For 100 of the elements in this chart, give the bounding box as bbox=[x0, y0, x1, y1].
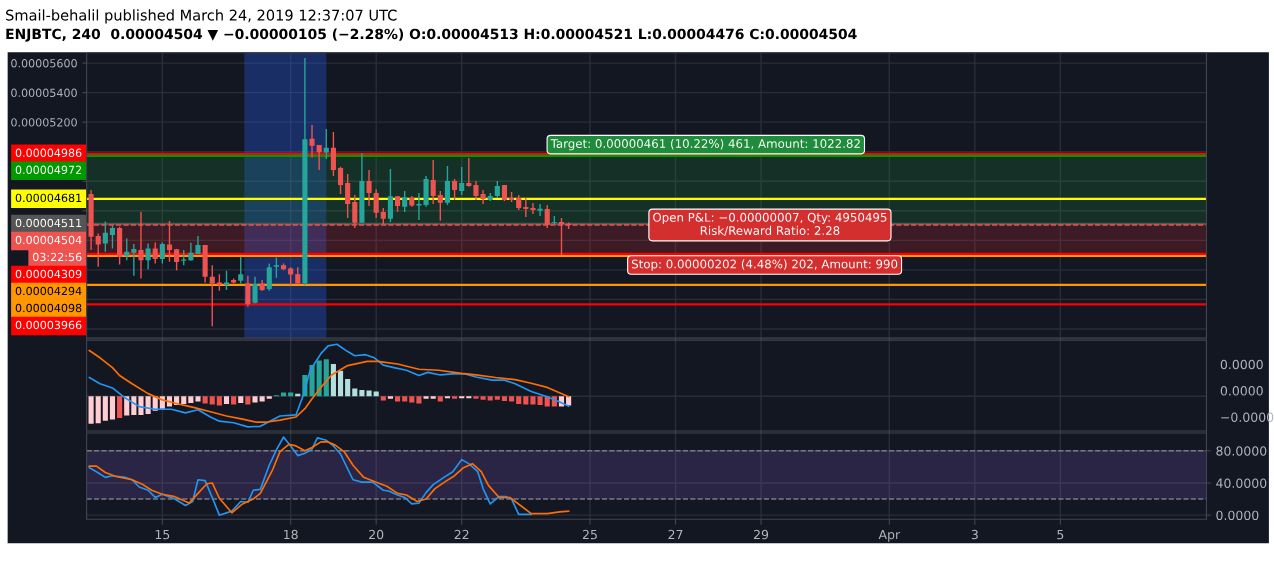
y-tick-label: 0.00005400 bbox=[11, 88, 77, 97]
ref-line-label: 0.00004098 bbox=[15, 303, 82, 313]
candlestick bbox=[437, 190, 443, 222]
candlestick bbox=[523, 197, 529, 218]
bar bbox=[466, 396, 472, 399]
bar bbox=[444, 396, 451, 399]
bar bbox=[473, 396, 479, 399]
candlestick bbox=[188, 242, 194, 262]
line-series bbox=[88, 436, 533, 517]
candlestick bbox=[459, 166, 465, 196]
candlestick bbox=[95, 232, 101, 268]
bar bbox=[245, 396, 251, 405]
candlestick bbox=[466, 157, 472, 188]
y-tick-label: 0.0000 bbox=[1216, 510, 1259, 521]
x-tick-label: 5 bbox=[1057, 530, 1064, 540]
candlestick bbox=[337, 165, 344, 195]
bar bbox=[345, 379, 351, 397]
bar bbox=[516, 396, 522, 405]
bar bbox=[380, 396, 386, 401]
candlestick bbox=[387, 168, 393, 223]
bar bbox=[216, 396, 222, 406]
bar bbox=[530, 396, 536, 405]
candlestick bbox=[266, 262, 272, 292]
chart-subtitle: ENJBTC, 240 0.00004504 ▼ −0.00000105 (−2.28%) O:0.00004513 H:0.00004521 L:0.00004476 C:0.00004504 bbox=[6, 28, 857, 42]
candlestick bbox=[444, 165, 451, 206]
candlestick bbox=[330, 131, 336, 177]
candlestick bbox=[416, 192, 422, 221]
bar bbox=[402, 396, 408, 402]
ref-line-label: 0.00004309 bbox=[15, 269, 82, 279]
bar bbox=[238, 396, 244, 403]
candlestick bbox=[252, 276, 258, 305]
bar bbox=[537, 396, 543, 406]
candlestick bbox=[145, 242, 151, 270]
annotation: Stop: 0.00000202 (4.48%) 202, Amount: 990 bbox=[631, 259, 898, 271]
candlestick bbox=[309, 124, 315, 159]
x-tick-label: 18 bbox=[284, 529, 298, 540]
candlestick bbox=[238, 256, 244, 285]
ref-line-label: 0.00004511 bbox=[15, 218, 82, 228]
candlestick bbox=[473, 180, 479, 201]
bar bbox=[209, 396, 215, 405]
ref-line-label: 0.00004294 bbox=[15, 286, 82, 296]
bar bbox=[416, 396, 422, 404]
candlestick bbox=[345, 173, 351, 219]
candlestick bbox=[373, 188, 379, 219]
bar bbox=[366, 390, 372, 397]
x-tick-label: 27 bbox=[668, 529, 683, 540]
ref-line-label: 0.00003966 bbox=[15, 320, 82, 330]
ref-line-label: 0.00004972 bbox=[15, 165, 82, 174]
y-tick-label: 80.0000 bbox=[1216, 446, 1267, 456]
candlestick bbox=[174, 248, 180, 271]
line-series bbox=[88, 441, 570, 515]
bar bbox=[523, 396, 529, 405]
y-tick-label: 0.00005200 bbox=[11, 118, 77, 127]
candlestick bbox=[102, 220, 108, 253]
candlestick bbox=[366, 169, 372, 207]
text: 03:22:56 bbox=[32, 252, 82, 262]
x-tick-label: Apr bbox=[878, 530, 901, 542]
candlestick bbox=[131, 243, 137, 277]
bar bbox=[266, 396, 272, 399]
candlestick bbox=[323, 128, 329, 160]
candlestick bbox=[159, 241, 165, 265]
candlestick bbox=[480, 189, 486, 205]
bar bbox=[352, 388, 358, 397]
bar bbox=[95, 396, 101, 424]
x-tick-label: 3 bbox=[971, 529, 978, 540]
candlestick bbox=[530, 202, 536, 215]
y-tick-label: 40.0000 bbox=[1216, 478, 1267, 488]
y-tick-label: 0.00005600 bbox=[11, 59, 77, 68]
bar bbox=[494, 396, 500, 400]
bar bbox=[88, 396, 94, 424]
bar bbox=[109, 396, 116, 420]
candlestick bbox=[245, 275, 251, 308]
bar bbox=[231, 396, 237, 405]
candlestick bbox=[273, 256, 279, 279]
bar bbox=[102, 396, 108, 421]
bar bbox=[487, 396, 493, 401]
candlestick bbox=[430, 159, 436, 205]
ref-line-label: 0.00004986 bbox=[15, 148, 82, 157]
bar bbox=[423, 396, 429, 399]
candlestick bbox=[452, 178, 458, 201]
bar bbox=[323, 359, 329, 397]
x-tick-label: 22 bbox=[454, 529, 469, 540]
chart-title: Smail-behalil published March 24, 2019 12:37:07 UTC bbox=[6, 9, 397, 24]
bar bbox=[188, 396, 194, 403]
x-tick-label: 29 bbox=[754, 529, 769, 540]
bar bbox=[394, 396, 401, 402]
bar bbox=[409, 396, 415, 403]
bar bbox=[452, 396, 458, 399]
candlestick bbox=[152, 241, 158, 265]
candlestick bbox=[316, 144, 322, 171]
bar bbox=[181, 396, 187, 405]
bar bbox=[387, 396, 393, 399]
bar bbox=[501, 396, 508, 401]
bar bbox=[430, 396, 436, 399]
bar bbox=[117, 396, 123, 419]
bar bbox=[195, 396, 201, 402]
bar bbox=[480, 396, 486, 400]
bar bbox=[359, 390, 365, 397]
ref-line-label: 0.00004504 bbox=[15, 235, 82, 245]
bar bbox=[223, 396, 230, 405]
